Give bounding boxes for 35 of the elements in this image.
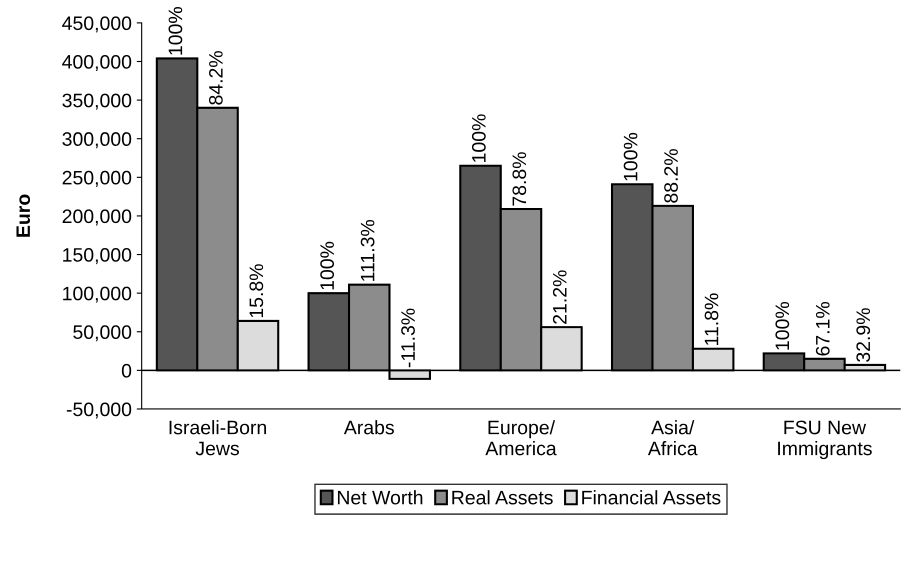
annotation: 21.2% <box>552 270 567 324</box>
y-tick-label: 300,000 <box>62 132 132 148</box>
y-tick-label: 450,000 <box>62 16 132 32</box>
annotation: 100% <box>168 7 182 55</box>
y-tick-label: -50,000 <box>66 402 132 419</box>
annotation: 32.9% <box>856 308 870 362</box>
annotation: 67.1% <box>816 302 830 356</box>
y-tick-label: 100,000 <box>63 286 132 303</box>
annotation: 15.8% <box>249 264 264 318</box>
annotation: -11.3% <box>401 308 415 368</box>
annotation: 100% <box>624 132 638 180</box>
annotation: 100% <box>320 242 334 290</box>
x-tick-label: Asia/ Africa <box>648 420 698 456</box>
x-tick-label: Arabs <box>344 420 394 434</box>
annotation: 111.3% <box>360 220 374 281</box>
y-tick-label: 350,000 <box>62 94 132 110</box>
y-tick-label: 400,000 <box>62 54 132 72</box>
y-tick-label: 50,000 <box>73 325 132 342</box>
legend-label: Financial Assets <box>582 490 720 504</box>
annotation: 100% <box>775 302 790 350</box>
y-tick-label: 150,000 <box>63 248 132 264</box>
x-tick-label: Israeli-Born Jews <box>170 420 266 456</box>
annotation: 78.8% <box>512 152 526 206</box>
legend-label: Real Assets <box>452 490 553 504</box>
x-tick-label: Europe/ America <box>485 420 557 456</box>
x-tick-label: FSU New Immigrants <box>778 420 872 460</box>
y-axis-title: Euro <box>16 194 30 237</box>
legend-label: Net Worth <box>338 490 422 504</box>
y-tick-label: 0 <box>122 364 132 378</box>
annotation: 11.8% <box>704 293 718 345</box>
y-tick-label: 250,000 <box>62 170 132 187</box>
annotation: 88.2% <box>664 149 678 203</box>
annotation: 100% <box>472 114 486 162</box>
y-tick-label: 200,000 <box>62 209 132 226</box>
annotation: 84.2% <box>208 51 223 105</box>
